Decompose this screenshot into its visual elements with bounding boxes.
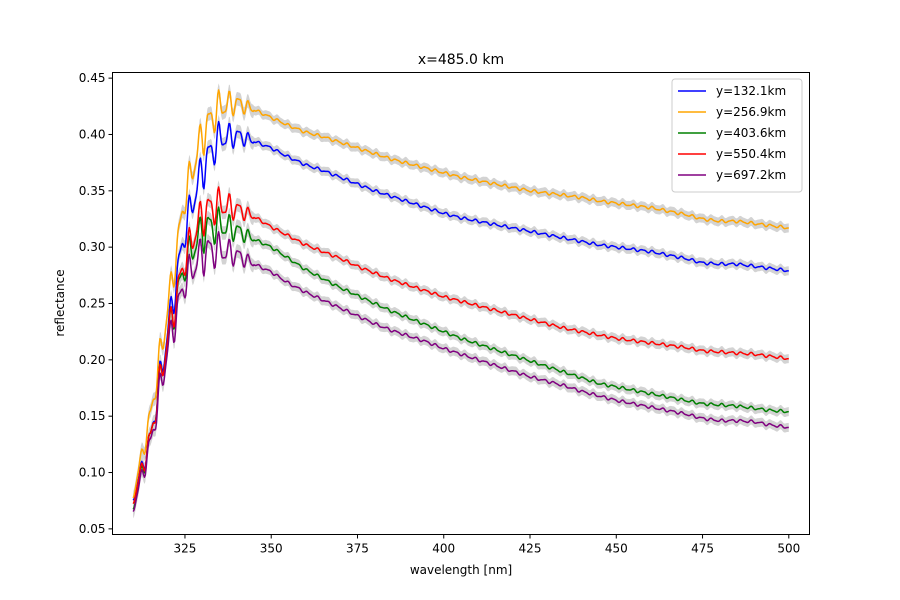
series-lines [132,89,789,512]
y-tick-label: 0.10 [79,466,106,480]
y-tick-label: 0.05 [79,522,106,536]
x-tick-label: 400 [432,542,455,556]
y-tick-label: 0.25 [79,297,106,311]
legend-box [671,78,803,193]
legend-label: y=403.6km [716,126,786,140]
y-axis-ticks: 0.05 0.10 0.15 0.20 0.25 0.30 0.35 0.40 0.45 [79,71,113,536]
series-line-4 [132,231,789,512]
x-axis-ticks: 325 350 375 400 425 450 475 500 [174,534,800,556]
legend-label: y=256.9km [716,105,786,119]
series-line-0 [132,120,789,501]
series-line-2 [132,206,789,510]
x-tick-label: 425 [519,542,542,556]
x-tick-label: 500 [777,542,800,556]
series-line-3 [132,186,789,505]
x-tick-label: 350 [260,542,283,556]
x-tick-label: 375 [346,542,369,556]
y-tick-label: 0.15 [79,409,106,423]
y-tick-label: 0.45 [79,71,106,85]
y-axis-label: reflectance [53,269,67,336]
y-tick-label: 0.20 [79,353,106,367]
x-tick-label: 450 [605,542,628,556]
series-line-1 [132,89,789,499]
legend-label: y=132.1km [716,84,786,98]
x-axis-label: wavelength [nm] [410,563,512,577]
legend: y=132.1km y=256.9km y=403.6km y=550.4km y=69… [671,78,803,193]
y-tick-label: 0.40 [79,127,106,141]
legend-label: y=550.4km [716,147,786,161]
x-tick-label: 325 [174,542,197,556]
legend-label: y=697.2km [716,168,786,182]
y-tick-label: 0.30 [79,240,106,254]
chart-title: x=485.0 km [418,52,504,68]
x-tick-label: 475 [691,542,714,556]
y-tick-label: 0.35 [79,184,106,198]
